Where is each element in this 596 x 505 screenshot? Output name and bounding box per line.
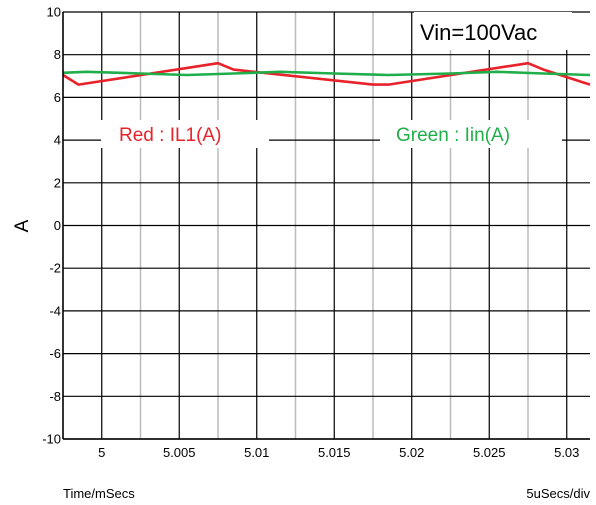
y-tick-label: 4 [54,133,61,148]
x-tick-label: 5.005 [163,445,196,460]
y-tick-label: -2 [49,261,61,276]
y-tick-label: -6 [49,346,61,361]
y-tick-label: 10 [47,5,61,20]
x-tick-label: 5.01 [244,445,269,460]
y-axis-label: A [12,219,33,232]
x-tick-label: 5.03 [554,445,579,460]
x-tick-label: 5.02 [399,445,424,460]
y-tick-label: -4 [49,303,61,318]
green-series-line [62,70,591,77]
y-tick-labels: -10 -8 -6 -4 -2 0 2 4 6 8 10 [42,5,61,447]
axis-frame [62,12,590,440]
scale-note: 5uSecs/div [526,486,590,501]
y-tick-label: 0 [54,218,61,233]
red-series-line [62,61,591,86]
x-tick-label: 5.025 [473,445,506,460]
y-tick-label: 8 [54,47,61,62]
y-tick-label: -10 [42,432,61,447]
series-layer [62,61,591,86]
y-tick-label: 2 [54,175,61,190]
y-tick-label: 6 [54,90,61,105]
x-tick-label: 5.015 [318,445,351,460]
green-series-legend: Green : Iin(A) [396,125,510,146]
annotations: Vin=100Vac Red : IL1(A) Green : Iin(A) [101,12,572,148]
major-grid [63,11,590,440]
red-series-legend: Red : IL1(A) [119,125,221,146]
x-tick-label: 5 [98,445,105,460]
y-tick-label: -8 [49,389,61,404]
x-tick-labels: 5 5.005 5.01 5.015 5.02 5.025 5.03 [98,445,579,460]
x-axis-label: Time/mSecs [63,486,135,501]
vin-label: Vin=100Vac [420,20,537,45]
